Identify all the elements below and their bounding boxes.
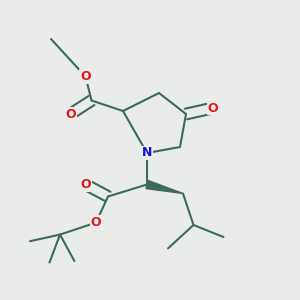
Text: O: O — [65, 107, 76, 121]
Text: N: N — [142, 146, 152, 160]
Text: O: O — [91, 216, 101, 229]
Text: O: O — [80, 70, 91, 83]
Text: O: O — [80, 178, 91, 191]
Text: O: O — [208, 101, 218, 115]
Polygon shape — [146, 180, 183, 194]
